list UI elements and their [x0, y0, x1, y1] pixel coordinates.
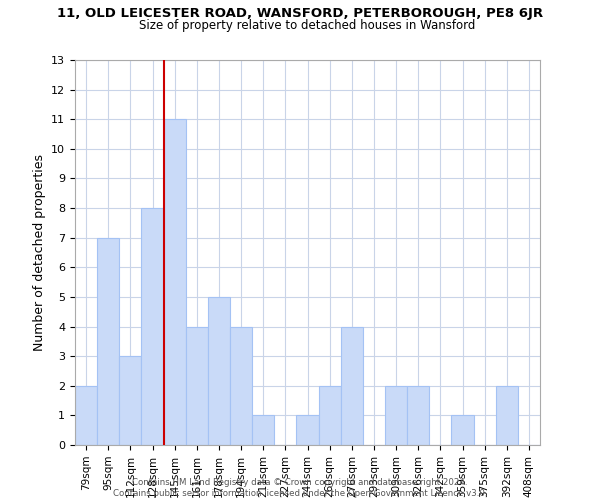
Bar — [230, 326, 252, 445]
Bar — [385, 386, 407, 445]
Bar — [164, 119, 186, 445]
Bar — [319, 386, 341, 445]
Bar — [451, 416, 473, 445]
Bar — [341, 326, 363, 445]
Bar — [186, 326, 208, 445]
Y-axis label: Number of detached properties: Number of detached properties — [32, 154, 46, 351]
Text: 11, OLD LEICESTER ROAD, WANSFORD, PETERBOROUGH, PE8 6JR: 11, OLD LEICESTER ROAD, WANSFORD, PETERB… — [57, 8, 543, 20]
Bar — [296, 416, 319, 445]
Bar — [75, 386, 97, 445]
Bar — [252, 416, 274, 445]
Bar — [97, 238, 119, 445]
Bar — [208, 297, 230, 445]
Bar — [407, 386, 429, 445]
Text: Contains HM Land Registry data © Crown copyright and database right 2024.
Contai: Contains HM Land Registry data © Crown c… — [113, 478, 487, 498]
Bar — [119, 356, 142, 445]
Title: Size of property relative to detached houses in Wansford: Size of property relative to detached ho… — [139, 20, 476, 32]
Bar — [496, 386, 518, 445]
Bar — [142, 208, 164, 445]
